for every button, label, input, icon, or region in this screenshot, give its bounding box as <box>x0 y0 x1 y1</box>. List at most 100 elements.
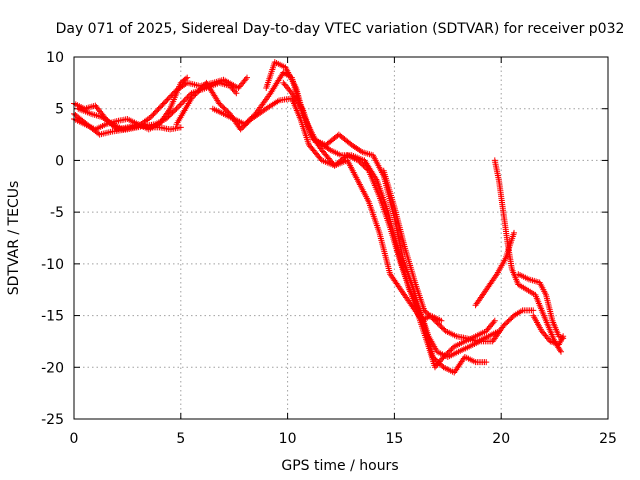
y-tick-label: -25 <box>41 412 64 428</box>
data-point-marker <box>434 320 441 327</box>
data-point-marker <box>361 163 368 170</box>
data-point-marker <box>509 313 516 320</box>
data-point-marker <box>437 322 444 329</box>
data-point-marker <box>500 322 507 329</box>
data-point-marker <box>557 347 564 354</box>
y-tick-label: -10 <box>41 257 64 273</box>
y-tick-label: 5 <box>55 102 64 118</box>
data-point-marker <box>221 105 228 112</box>
data-point-marker <box>244 118 251 125</box>
x-tick-label: 0 <box>70 431 79 447</box>
data-point-marker <box>189 93 196 100</box>
data-point-marker <box>441 326 448 333</box>
data-point-marker <box>197 85 204 92</box>
data-point-marker <box>507 316 514 323</box>
data-point-marker <box>217 101 224 108</box>
data-point-marker <box>170 89 177 96</box>
series-track-11 <box>491 157 565 355</box>
data-point-marker <box>504 319 511 326</box>
data-point-marker <box>165 113 172 120</box>
data-point-marker <box>429 315 436 322</box>
data-point-marker <box>496 328 503 335</box>
data-point-marker <box>220 104 227 111</box>
data-point-marker <box>501 321 508 328</box>
data-point-marker <box>364 166 371 173</box>
data-point-marker <box>169 109 176 116</box>
x-axis-label: GPS time / hours <box>281 458 398 474</box>
data-point-marker <box>363 165 370 172</box>
data-layer <box>71 59 567 376</box>
data-point-marker <box>360 162 367 169</box>
data-point-marker <box>181 97 188 104</box>
data-point-marker <box>172 107 179 114</box>
data-point-marker <box>222 107 229 114</box>
data-point-marker <box>230 87 237 94</box>
data-point-marker <box>530 307 537 314</box>
data-point-marker <box>438 324 445 331</box>
data-point-marker <box>508 315 515 322</box>
data-point-marker <box>433 319 440 326</box>
data-point-marker <box>448 346 455 353</box>
data-point-marker <box>170 108 177 115</box>
data-point-marker <box>216 100 223 107</box>
data-point-marker <box>184 94 191 101</box>
data-point-marker <box>154 107 161 114</box>
data-point-marker <box>192 91 199 98</box>
data-point-marker <box>174 104 181 111</box>
x-tick-label: 25 <box>599 431 617 447</box>
data-point-marker <box>356 158 363 165</box>
data-point-marker <box>490 319 497 326</box>
data-point-marker <box>196 86 203 93</box>
data-point-marker <box>229 85 236 92</box>
data-point-marker <box>439 362 446 369</box>
data-point-marker <box>431 317 438 324</box>
data-point-marker <box>233 90 240 97</box>
data-point-marker <box>560 333 567 340</box>
data-point-marker <box>151 109 158 116</box>
data-point-marker <box>163 97 170 104</box>
data-point-marker <box>232 88 239 95</box>
data-point-marker <box>440 353 447 360</box>
series-track-13 <box>530 312 567 348</box>
data-point-marker <box>168 110 175 117</box>
data-point-marker <box>237 126 244 133</box>
data-point-marker <box>483 359 490 366</box>
data-point-marker <box>511 229 518 236</box>
data-point-marker <box>182 75 189 82</box>
data-point-marker <box>443 351 450 358</box>
series-track-7 <box>263 59 490 376</box>
data-point-marker <box>441 352 448 359</box>
x-tick-label: 20 <box>492 431 510 447</box>
data-point-marker <box>444 350 451 357</box>
data-point-marker <box>177 101 184 108</box>
data-point-marker <box>166 112 173 119</box>
data-point-marker <box>245 117 252 124</box>
data-point-marker <box>183 95 190 102</box>
data-point-marker <box>243 119 250 126</box>
data-point-marker <box>188 95 195 102</box>
y-tick-label: 10 <box>46 50 64 66</box>
x-tick-label: 5 <box>176 431 185 447</box>
data-point-marker <box>180 98 187 105</box>
data-point-marker <box>164 114 171 121</box>
data-point-marker <box>156 104 163 111</box>
data-point-marker <box>505 317 512 324</box>
data-point-marker <box>191 92 198 99</box>
data-point-marker <box>261 106 268 113</box>
data-point-marker <box>95 130 102 137</box>
y-tick-label: -15 <box>41 309 64 325</box>
plot-frame <box>73 56 609 420</box>
data-point-marker <box>445 348 452 355</box>
data-point-marker <box>439 355 446 362</box>
x-tick-label: 15 <box>385 431 403 447</box>
data-point-marker <box>169 91 176 98</box>
data-point-marker <box>430 316 437 323</box>
data-point-marker <box>248 114 255 121</box>
data-point-marker <box>153 108 160 115</box>
data-point-marker <box>184 74 191 81</box>
data-point-marker <box>177 124 184 131</box>
y-axis-label: SDTVAR / TECUs <box>6 181 22 296</box>
y-tick-label: 0 <box>55 153 64 169</box>
data-point-marker <box>150 111 157 118</box>
